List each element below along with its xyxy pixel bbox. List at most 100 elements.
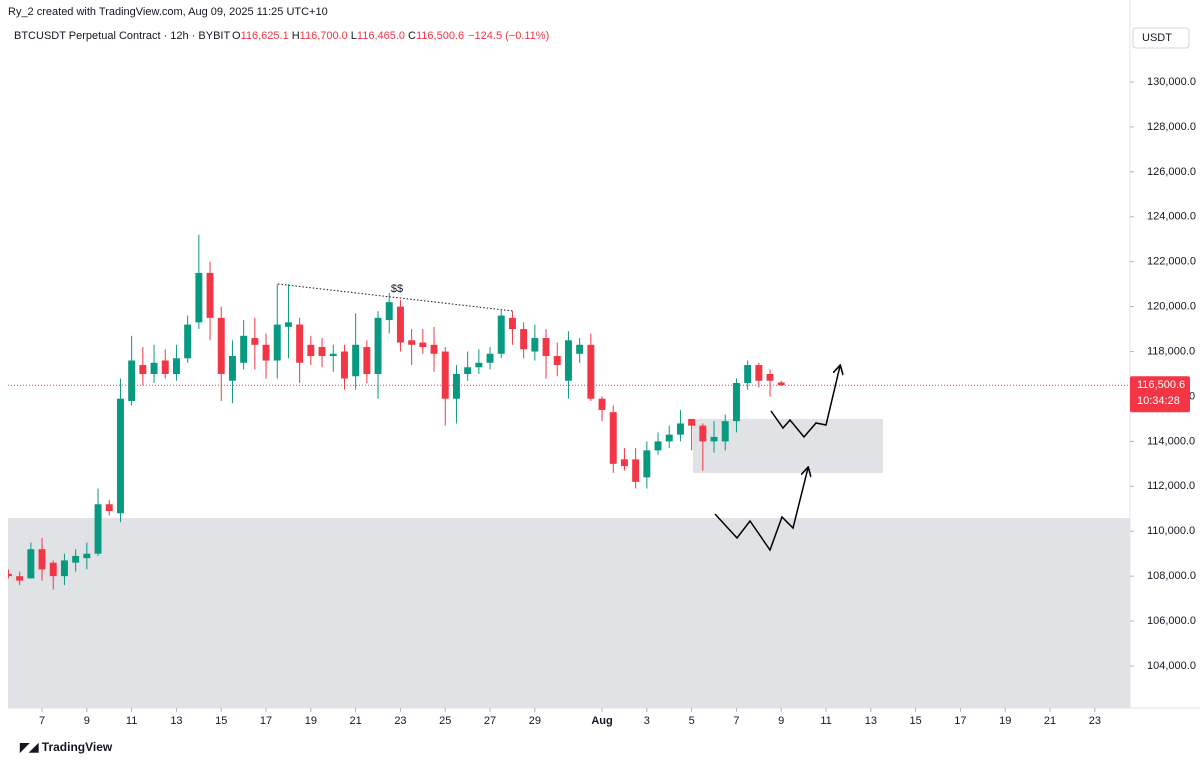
l-value: 116,465.0 [357,30,405,42]
candle-body [632,459,640,482]
c-label: C [408,30,416,42]
candle-body [531,338,539,352]
y-tick-label: 124,000.0 [1147,211,1196,223]
demand-zone [8,518,1130,708]
candle-body [441,351,449,399]
candle-body [777,382,785,386]
h-label: H [292,30,300,42]
candle-body [699,425,707,442]
candle-body [475,362,483,368]
candle-body [609,412,617,464]
candle-body [284,322,292,327]
y-tick-label: 114,000.0 [1147,435,1195,447]
y-tick-label: 104,000.0 [1147,660,1196,672]
candle-body [161,360,169,374]
candle-body [128,360,136,401]
x-tick-label: 15 [910,715,922,727]
candle-body [150,362,158,374]
candle-body [139,365,147,374]
candle-body [251,338,259,345]
candle-body [8,573,12,577]
c-value: 116,500.6 [416,30,464,42]
candle-body [352,344,360,377]
x-tick-label: Aug [591,715,612,727]
candle-body [766,373,774,381]
x-tick-label: 21 [1044,715,1056,727]
candle-body [217,317,225,374]
candle-body [206,272,214,318]
candle-body [273,324,281,361]
y-tick-label: 108,000.0 [1147,570,1196,582]
x-tick-label: 11 [126,715,137,727]
x-tick-label: 17 [260,715,272,727]
candle-body [363,347,371,374]
candle-body [72,555,80,563]
last-price-label: 116,500.6 [1137,379,1185,391]
candle-body [318,347,326,357]
candle-body [452,373,460,399]
candle-body [307,344,315,357]
change: −124.5 (−0.11%) [468,30,549,42]
x-tick-label: 27 [484,715,496,727]
candle-body [408,340,416,345]
o-value: 116,625.1 [241,30,289,42]
demand-zone [693,419,883,473]
h-value: 116,700.0 [300,30,348,42]
brand-name: TradingView [42,740,113,754]
annotation: $$ [391,283,403,295]
symbol: BTCUSDT Perpetual Contract · 12h · BYBIT [14,30,230,42]
x-tick-label: 25 [439,715,451,727]
candle-body [587,344,595,399]
x-tick-label: 13 [170,715,182,727]
candle-body [620,459,628,467]
x-tick-label: 21 [350,715,362,727]
candle-body [542,338,550,357]
candle-body [172,358,180,374]
x-tick-label: 3 [644,715,650,727]
credit: Ry_2 created with TradingView.com, Aug 0… [8,6,328,18]
candle-body [665,434,673,442]
candle-body [497,315,505,354]
arrow [714,468,808,552]
last-price-box [1130,376,1190,413]
x-tick-label: 7 [39,715,45,727]
x-tick-label: 19 [999,715,1011,727]
candle-body [721,421,729,442]
currency[interactable]: USDT [1142,32,1172,44]
candle-body [228,356,236,381]
x-tick-label: 17 [954,715,966,727]
legend: BTCUSDT Perpetual Contract · 12h · BYBIT… [14,30,549,42]
l-label: L [351,30,357,42]
y-tick-label: 112,000.0 [1147,480,1195,492]
x-tick-label: 11 [820,715,831,727]
candle-body [262,344,270,361]
trend-line [277,283,514,312]
candle-body [576,344,584,354]
candle-body [184,324,192,359]
candle-body [676,423,684,435]
candle-body [464,367,472,374]
countdown: 10:34:28 [1137,395,1180,407]
candle-body [486,353,494,363]
candle-body [419,342,427,348]
candle-body [374,317,382,374]
y-tick-label: 120,000.0 [1147,301,1196,313]
currency-box[interactable] [1132,27,1190,49]
x-tick-label: 15 [215,715,227,727]
candle-body [16,576,24,581]
candle-body [688,418,696,426]
x-tick-label: 13 [865,715,877,727]
y-tick-label: 106,000.0 [1147,615,1196,627]
brand: ◤◢ TradingView [19,740,113,754]
candle-body [508,317,516,330]
x-tick-label: 7 [733,715,739,727]
candle-body [598,398,606,410]
candle-body [116,398,124,514]
x-tick-label: 23 [1089,715,1101,727]
drawings [8,283,1130,708]
candle-body [340,351,348,379]
arrow [770,366,840,439]
candle-body [744,365,752,383]
y-tick-label: 118,000.0 [1147,345,1195,357]
